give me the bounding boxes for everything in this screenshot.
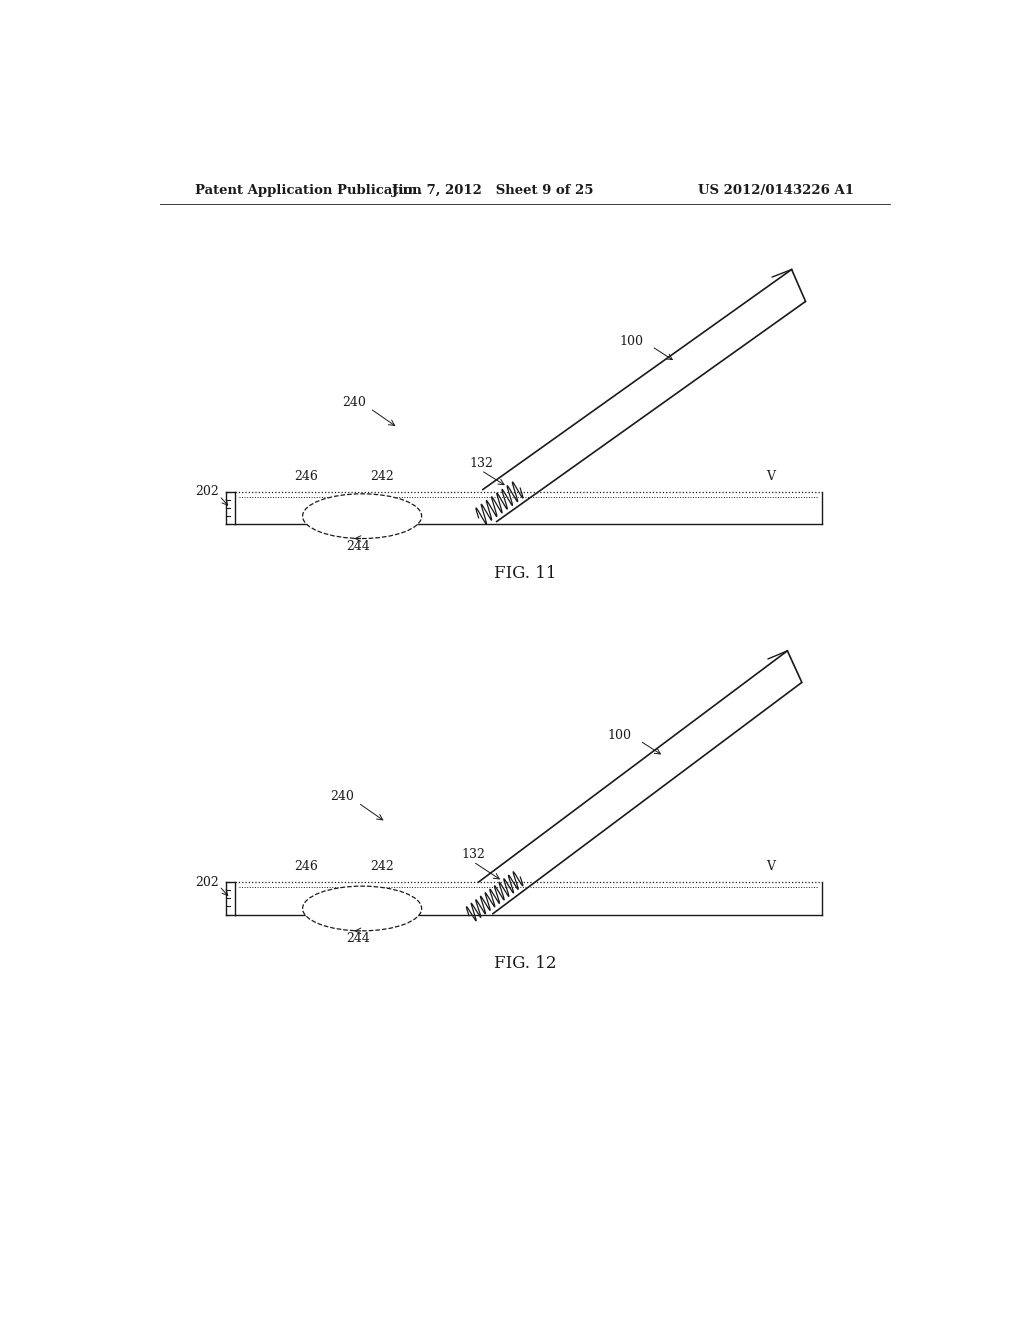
Text: FIG. 12: FIG. 12 [494, 954, 556, 972]
Text: 132: 132 [461, 849, 485, 861]
Text: 132: 132 [469, 457, 494, 470]
Text: Jun. 7, 2012   Sheet 9 of 25: Jun. 7, 2012 Sheet 9 of 25 [392, 185, 594, 198]
Text: 202: 202 [196, 875, 219, 888]
Text: 246: 246 [295, 859, 318, 873]
Text: V: V [766, 859, 775, 873]
Text: 202: 202 [196, 486, 219, 498]
Text: 100: 100 [620, 335, 644, 348]
Ellipse shape [303, 494, 422, 539]
Text: V: V [766, 470, 775, 483]
Text: 240: 240 [342, 396, 367, 409]
Text: 100: 100 [608, 729, 632, 742]
Text: 242: 242 [370, 470, 394, 483]
Text: Patent Application Publication: Patent Application Publication [196, 185, 422, 198]
Text: 242: 242 [370, 859, 394, 873]
Ellipse shape [303, 886, 422, 931]
Text: US 2012/0143226 A1: US 2012/0143226 A1 [698, 185, 854, 198]
Text: 240: 240 [331, 791, 354, 803]
Text: 244: 244 [346, 540, 370, 553]
Text: 244: 244 [346, 932, 370, 945]
Text: 246: 246 [295, 470, 318, 483]
Text: FIG. 11: FIG. 11 [494, 565, 556, 582]
